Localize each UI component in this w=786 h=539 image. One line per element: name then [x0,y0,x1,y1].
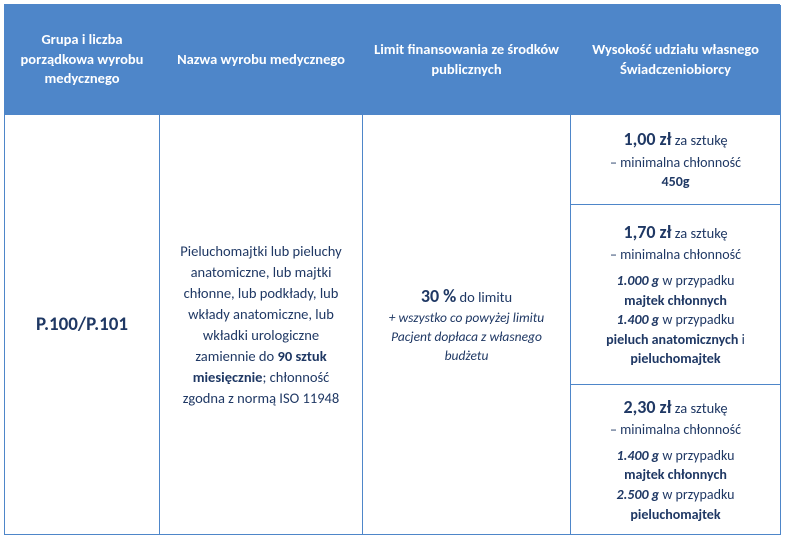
contribution-main: 30 % do limitu [421,284,512,309]
contribution-cell: 30 % do limitu + wszystko co powyżej lim… [363,115,571,535]
header-product-name: Nazwa wyrobu medycznego [160,5,363,115]
header-own-contribution: Wysokość udziału własnego Świadczeniobio… [571,5,781,115]
limit2-unit: za sztukę [671,224,727,242]
group-code: P.100/P.101 [36,313,128,336]
limit2-price-line: 1,70 zł za sztukę [623,220,727,245]
limit3-b2: pieluchomajtek [630,505,720,525]
limit2-line-a: 1.000 g w przypadku [617,271,735,291]
limit2-min-absorb: – minimalna chłonność [610,245,741,265]
limit3-price-line: 2,30 zł za sztukę [623,395,727,420]
limit1-min-absorb: – minimalna chłonność [610,153,741,173]
limit3-unit: za sztukę [671,399,727,417]
group-code-cell: P.100/P.101 [5,115,160,535]
limit2-line-b: 1.400 g w przypadku [617,310,735,330]
limit3-min-absorb: – minimalna chłonność [610,420,741,440]
limit1-price-line: 1,00 zł za sztukę [623,127,727,152]
contribution-pct: 30 % [421,285,456,307]
limit2-t1: w przypadku [659,272,734,289]
limit-row-1: 1,00 zł za sztukę – minimalna chłonność … [571,115,781,205]
limit3-b1: majtek chłonnych [624,465,727,485]
limit2-t2: w przypadku [659,311,734,328]
limit-row-2: 1,70 zł za sztukę – minimalna chłonność … [571,205,781,385]
limit3-line-b: 2.500 g w przypadku [617,485,735,505]
header-funding-limit: Limit finansowania ze środków publicznyc… [363,5,571,115]
limit1-price: 1,00 zł [623,128,671,150]
limit3-g1: 1.400 g [617,447,660,464]
limit2-b2b: pieluchomajtek [630,349,720,369]
limit2-g1: 1.000 g [617,272,660,289]
contribution-after: do limitu [456,288,512,306]
product-description: Pieluchomajtki lub pieluchy anatomiczne,… [174,241,348,409]
contribution-note: + wszystko co powyżej limitu Pacjent dop… [377,309,556,366]
limit1-grams: 450g [662,172,690,192]
limit3-t2: w przypadku [659,486,734,503]
limit2-price: 1,70 zł [623,221,671,243]
header-group: Grupa i liczba porządkowa wyrobu medyczn… [5,5,160,115]
limit3-g2: 2.500 g [617,486,660,503]
funding-table: Grupa i liczba porządkowa wyrobu medyczn… [4,4,780,535]
limit2-b2a: pieluch anatomicznych [606,331,738,348]
limit2-b2mid: i [738,331,744,348]
limit3-price: 2,30 zł [623,396,671,418]
limit-row-3: 2,30 zł za sztukę – minimalna chłonność … [571,385,781,535]
limit2-g2: 1.400 g [617,311,660,328]
limit1-unit: za sztukę [671,131,727,149]
limit3-t1: w przypadku [659,447,734,464]
limit2-b1: majtek chłonnych [624,291,727,311]
limit3-line-a: 1.400 g w przypadku [617,446,735,466]
limit2-b2-line: pieluch anatomicznych i [606,330,745,350]
product-name-cell: Pieluchomajtki lub pieluchy anatomiczne,… [160,115,363,535]
